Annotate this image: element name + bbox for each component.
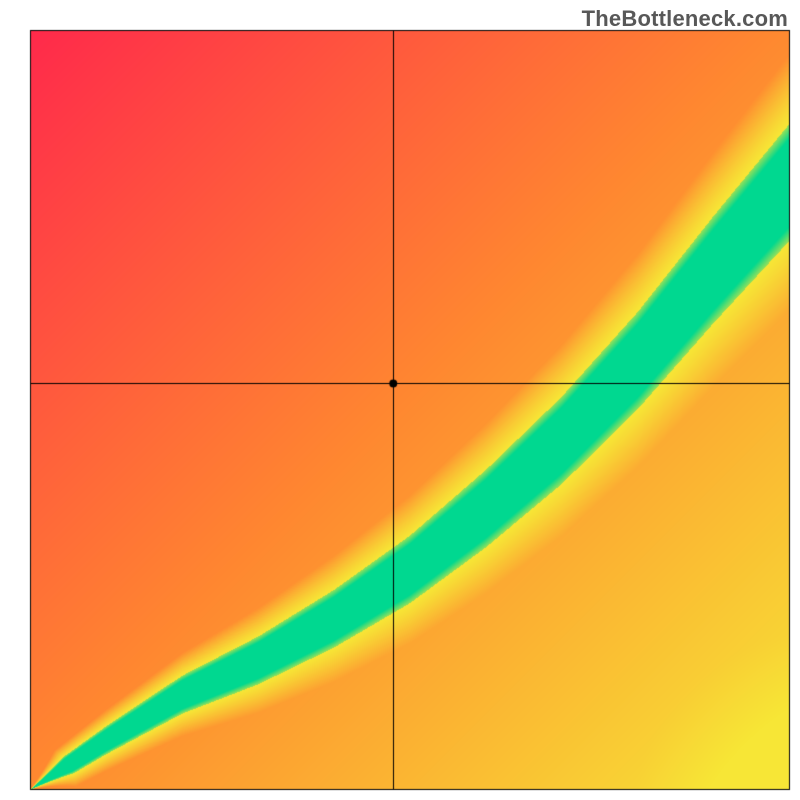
watermark-text: TheBottleneck.com xyxy=(582,6,788,32)
bottleneck-heatmap xyxy=(0,0,800,800)
